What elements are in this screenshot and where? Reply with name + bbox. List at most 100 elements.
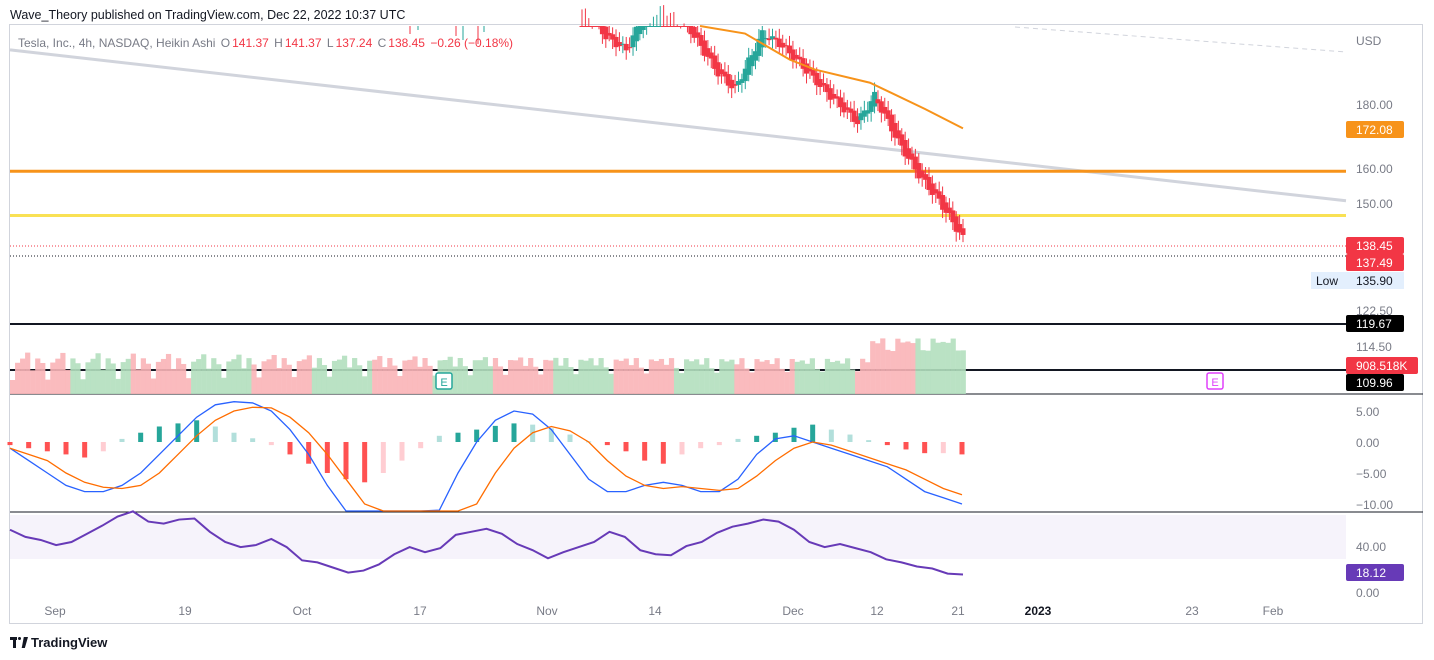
rsi-value-badge-text: 18.12 [1356, 566, 1386, 580]
volume-bar [331, 360, 338, 394]
earnings-marker[interactable]: E [435, 372, 453, 390]
rsi-line [9, 510, 964, 576]
level-110-badge-text: 109.96 [1356, 376, 1393, 390]
volume-bar [779, 368, 785, 394]
earnings-marker[interactable]: E [1206, 372, 1224, 390]
volume-bar [784, 372, 790, 394]
candle [695, 26, 701, 47]
candle [708, 46, 714, 69]
candle [929, 175, 935, 204]
candle-body [912, 156, 918, 170]
volume-bar [518, 357, 524, 394]
candle-body [746, 57, 752, 75]
volume-bar [221, 377, 227, 394]
candle-body [793, 54, 799, 59]
candle-body [909, 153, 915, 160]
volume-bar [281, 358, 287, 394]
volume-bar [115, 378, 121, 394]
currency-label: USD [1356, 34, 1382, 48]
candle-body [650, 26, 656, 27]
tradingview-logo[interactable]: TradingView [10, 635, 107, 650]
volume-bar [271, 354, 277, 394]
moving-average-line [699, 25, 964, 130]
candle [831, 84, 837, 105]
macd-histogram-bar [418, 442, 424, 449]
candle [943, 196, 949, 223]
volume-bar [689, 361, 695, 394]
time-tick-label: 14 [648, 604, 662, 618]
time-tick-label: Sep [44, 604, 66, 618]
volume-bar [216, 364, 222, 394]
volume-bar [865, 362, 871, 394]
volume-bar [417, 366, 423, 394]
candle [844, 99, 850, 119]
candle-body [671, 26, 677, 27]
volume-bar [699, 364, 705, 394]
volume-bar [100, 369, 106, 394]
macd-histogram-bar [156, 426, 162, 442]
volume-bar [900, 342, 906, 394]
candle-body [763, 38, 769, 40]
volume-bar [422, 358, 428, 394]
macd-histogram-bar [492, 425, 498, 442]
volume-bar [165, 353, 172, 394]
macd-histogram-bar [474, 429, 480, 442]
volume-bar [85, 362, 91, 394]
candle [667, 12, 673, 27]
volume-bar [678, 373, 685, 394]
candle [701, 30, 707, 62]
candle [950, 201, 956, 230]
candle-body [616, 42, 622, 47]
candle-body [804, 63, 810, 74]
candle [623, 36, 629, 60]
candle [586, 18, 592, 27]
candle [752, 42, 758, 70]
level-110-badge-box [1346, 374, 1404, 391]
rsi-band [10, 515, 1346, 559]
volume-bar [885, 349, 891, 394]
volume-bar [870, 341, 876, 394]
volume-bar [935, 342, 941, 394]
candle-body [841, 102, 847, 113]
volume-bar [593, 365, 599, 394]
candle [872, 82, 878, 114]
volume-bar [814, 369, 820, 394]
volume-bar [538, 374, 544, 394]
ma-price-badge: 172.08 [1346, 121, 1404, 138]
candle-body [579, 26, 585, 27]
candle-body [695, 32, 701, 38]
volume-bar [824, 358, 831, 394]
volume-bar [623, 358, 629, 394]
candle [957, 214, 963, 240]
candle [936, 181, 942, 205]
candle [858, 106, 864, 130]
volume-bar [673, 367, 680, 394]
candle-body [800, 58, 806, 69]
candle-body [593, 26, 599, 27]
volume-bar [261, 361, 267, 394]
volume-bar [930, 338, 936, 394]
candle-body [657, 26, 663, 27]
candle-body [739, 79, 745, 83]
volume-bar [578, 359, 584, 394]
volume-bar [598, 358, 604, 394]
volume-bar [10, 380, 16, 394]
candle [889, 109, 895, 142]
volume-bar [276, 368, 282, 394]
macd-histogram-bar [138, 432, 144, 442]
level-119-badge-box [1346, 315, 1404, 332]
volume-bar [764, 360, 770, 394]
candle-body [582, 26, 588, 27]
volume-bar [15, 362, 21, 394]
candle-body [610, 34, 616, 40]
volume-bar [895, 338, 901, 394]
candle [861, 100, 867, 123]
candle [633, 26, 639, 51]
second-price-badge-box [1346, 254, 1404, 271]
volume-bar [613, 359, 619, 394]
candle [756, 29, 762, 62]
candle [678, 26, 684, 29]
volume-bar [744, 368, 750, 394]
volume-bar [925, 350, 931, 394]
